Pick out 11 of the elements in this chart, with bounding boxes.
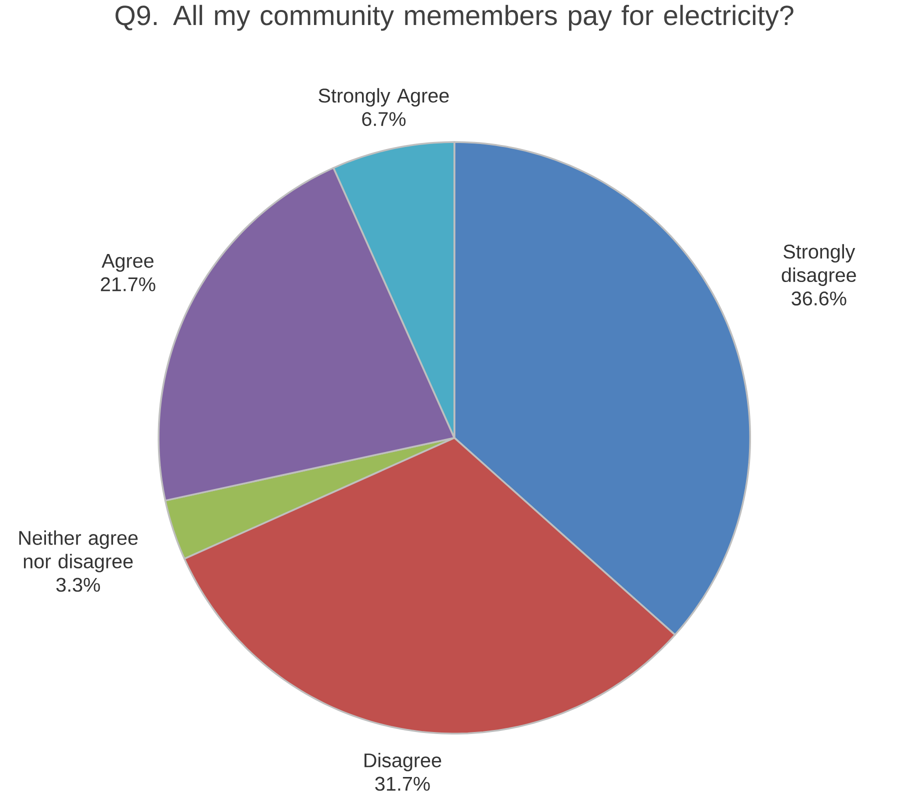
chart-title: Q9. All my community memembers pay for electricity? (116, 5, 794, 31)
data-label: 6.7% (362, 112, 406, 126)
data-label: 36.6% (792, 292, 846, 306)
data-label: 3.3% (56, 578, 100, 592)
slice-label: Strongly disagree (782, 244, 856, 286)
slice-label: Strongly Agree (318, 88, 449, 107)
data-label: 31.7% (375, 776, 430, 791)
data-label: 21.7% (100, 277, 156, 292)
slice-label: Neither agree nor disagree (19, 530, 138, 572)
slice-label: Agree (102, 254, 154, 272)
slice-label: Disagree (364, 752, 442, 772)
